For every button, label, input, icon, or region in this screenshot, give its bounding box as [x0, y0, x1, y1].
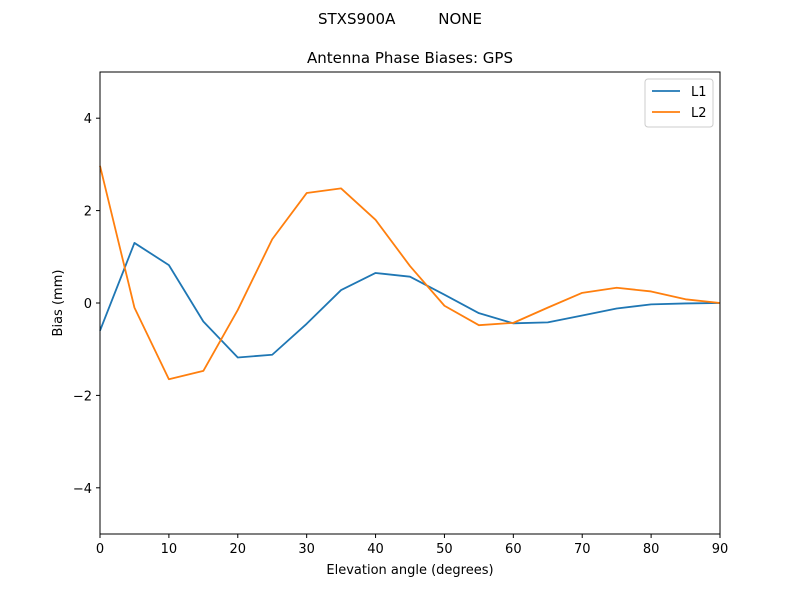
plot-area-frame	[99, 71, 721, 535]
y-tick-label: 4	[84, 112, 92, 127]
chart-title: Antenna Phase Biases: GPS	[307, 49, 513, 67]
axis-ticks: 0 10 20 30 40 50 60 70 80 90 −4 −2 0 2 4	[73, 112, 728, 557]
x-axis-label: Elevation angle (degrees)	[326, 563, 493, 578]
x-tick-label: 30	[298, 542, 315, 557]
series-line-l1	[99, 242, 721, 359]
legend-label-l2: L2	[691, 106, 707, 121]
x-tick-label: 50	[436, 542, 453, 557]
y-axis-label: Bias (mm)	[51, 270, 66, 337]
suptitle: STXS900A NONE	[318, 10, 482, 28]
x-tick-label: 60	[505, 542, 522, 557]
x-tick-label: 90	[712, 542, 729, 557]
plot-lines	[99, 165, 721, 381]
x-tick-label: 0	[96, 542, 104, 557]
x-tick-label: 80	[643, 542, 660, 557]
y-tick-label: −2	[73, 389, 92, 404]
y-tick-label: 0	[84, 297, 92, 312]
x-tick-label: 40	[367, 542, 384, 557]
x-tick-label: 70	[574, 542, 591, 557]
x-tick-label: 10	[161, 542, 178, 557]
legend-label-l1: L1	[691, 85, 707, 100]
x-tick-label: 20	[230, 542, 247, 557]
series-line-l2	[99, 165, 721, 381]
y-tick-label: 2	[84, 205, 92, 220]
y-tick-label: −4	[73, 482, 92, 497]
